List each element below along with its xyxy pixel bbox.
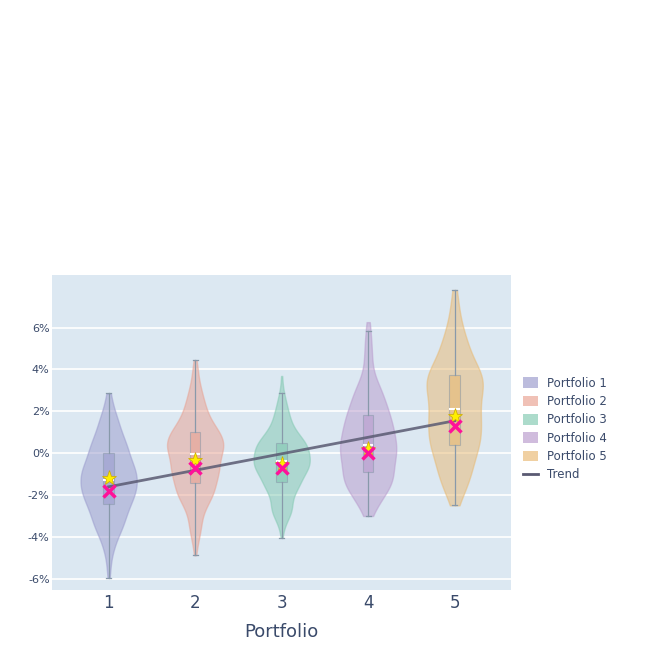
PathPatch shape xyxy=(103,453,114,504)
PathPatch shape xyxy=(190,432,200,483)
PathPatch shape xyxy=(363,415,373,472)
Legend: Portfolio 1, Portfolio 2, Portfolio 3, Portfolio 4, Portfolio 5, Trend: Portfolio 1, Portfolio 2, Portfolio 3, P… xyxy=(523,377,607,481)
PathPatch shape xyxy=(449,375,460,445)
X-axis label: Portfolio: Portfolio xyxy=(244,624,319,641)
PathPatch shape xyxy=(276,443,287,481)
